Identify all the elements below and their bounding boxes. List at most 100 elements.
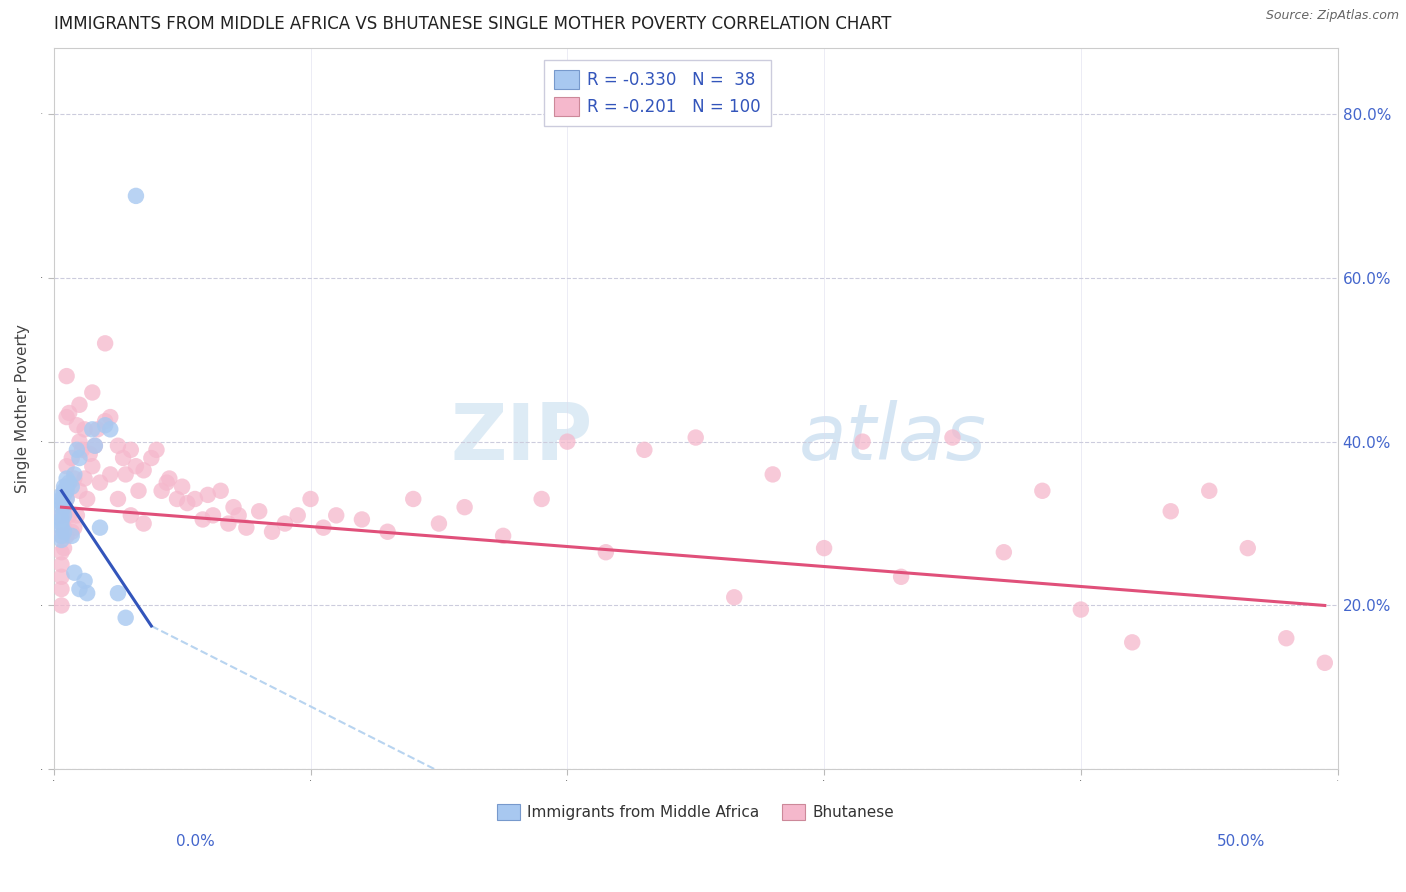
Point [1236,541,1258,555]
Point [82,422,104,436]
Point [492,529,515,543]
Point [125,189,148,203]
Point [197,488,219,502]
Point [247,504,270,518]
Point [132,516,155,531]
Point [114,611,136,625]
Point [83,439,105,453]
Point [55,483,77,498]
Point [228,508,250,523]
Point [51,491,73,506]
Point [1121,635,1143,649]
Point [1313,656,1336,670]
Point [66,442,89,457]
Point [274,516,297,531]
Point [217,516,239,531]
Point [114,467,136,482]
Point [51,529,73,543]
Point [150,483,173,498]
Point [222,500,245,515]
Point [55,410,77,425]
Point [51,508,73,523]
Point [55,480,77,494]
Point [120,508,142,523]
Point [98,410,121,425]
Point [299,491,322,506]
Point [120,442,142,457]
Point [79,447,101,461]
Point [51,521,73,535]
Point [172,480,194,494]
Point [1275,632,1298,646]
Point [184,491,207,506]
Point [82,385,104,400]
Point [53,521,76,535]
Point [112,450,135,465]
Point [63,521,86,535]
Point [51,496,73,510]
Point [141,450,163,465]
Point [1198,483,1220,498]
Point [51,508,73,523]
Point [58,508,80,523]
Point [53,480,76,494]
Point [453,500,475,515]
Point [312,521,335,535]
Point [76,586,98,600]
Point [53,488,76,502]
Point [941,431,963,445]
Text: atlas: atlas [799,400,986,475]
Point [209,483,232,498]
Point [55,369,77,384]
Point [1160,504,1182,518]
Point [176,496,198,510]
Point [94,336,117,351]
Point [63,467,86,482]
Point [55,491,77,506]
Point [427,516,450,531]
Point [53,500,76,515]
Point [633,442,655,457]
Point [125,459,148,474]
Point [51,512,73,526]
Point [70,442,93,457]
Point [89,521,111,535]
Point [69,434,91,449]
Point [63,471,86,485]
Point [156,475,179,490]
Point [69,582,91,596]
Point [69,450,91,465]
Point [762,467,785,482]
Point [73,471,96,485]
Point [530,491,553,506]
Point [73,422,96,436]
Point [53,541,76,555]
Point [66,508,89,523]
Point [51,533,73,547]
Point [82,459,104,474]
Point [166,491,188,506]
Point [325,508,347,523]
Point [107,439,129,453]
Point [86,422,108,436]
Point [66,418,89,433]
Point [55,459,77,474]
Point [145,442,167,457]
Point [107,586,129,600]
Point [58,406,80,420]
Point [107,491,129,506]
Point [60,450,83,465]
Legend: Immigrants from Middle Africa, Bhutanese: Immigrants from Middle Africa, Bhutanese [491,797,901,827]
Point [890,570,912,584]
Point [60,529,83,543]
Point [128,483,150,498]
Point [51,545,73,559]
Point [89,475,111,490]
Point [53,483,76,498]
Point [60,480,83,494]
Point [350,512,373,526]
Point [83,439,105,453]
Point [69,398,91,412]
Point [55,471,77,485]
Point [94,418,117,433]
